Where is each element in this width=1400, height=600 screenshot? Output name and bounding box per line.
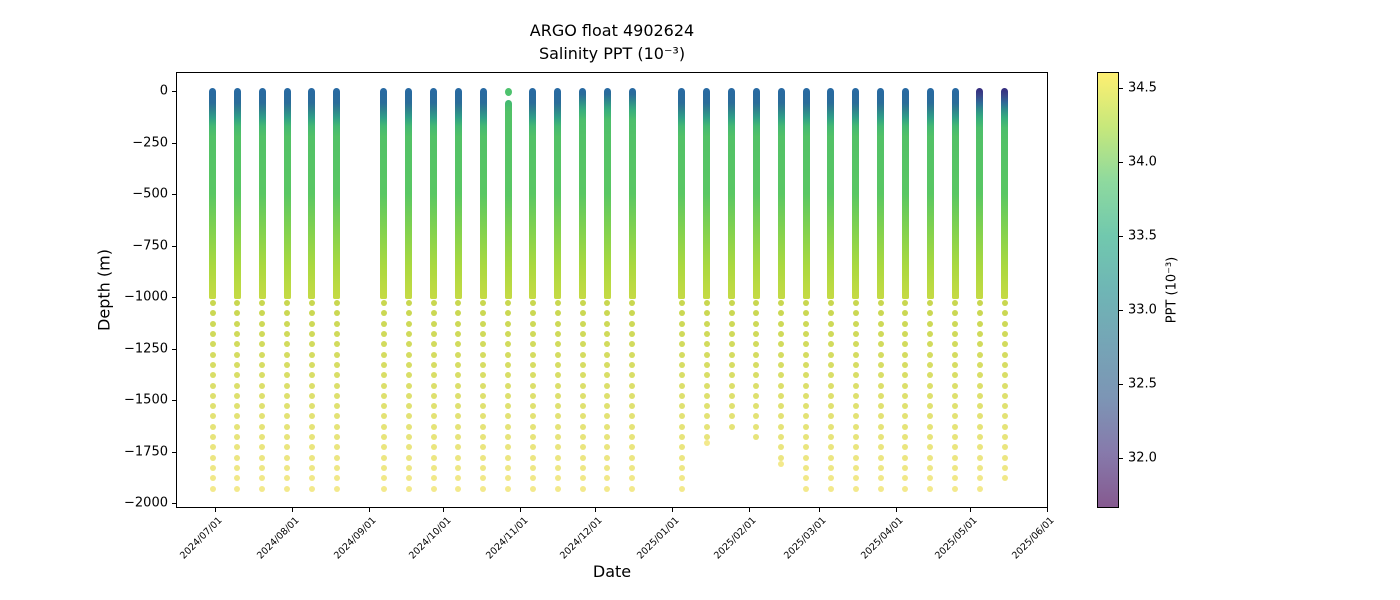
colorbar-tick-label: 34.0 [1128,154,1157,170]
x-tick-label: 2025/03/01 [781,515,829,562]
x-tick-label: 2024/12/01 [558,515,605,562]
x-tick-mark [970,508,971,512]
x-tick-label: 2024/10/01 [406,515,454,562]
y-tick-label: −500 [132,186,168,202]
x-tick-label: 2025/04/01 [858,515,906,562]
colorbar-tick-mark [1119,458,1123,460]
colorbar-tick-mark [1119,88,1123,89]
x-tick-label: 2024/07/01 [178,515,225,562]
colorbar-tick-label: 32.0 [1128,450,1157,466]
x-tick-mark [671,508,673,512]
colorbar-tick-mark [1119,310,1123,312]
colorbar-tick-mark [1119,384,1123,386]
y-tick-label: 0 [159,83,168,99]
y-tick-label: −250 [132,135,168,150]
y-tick-label: −1750 [124,444,168,459]
y-tick-label: −2000 [124,495,168,511]
colorbar-label: PPT (10⁻³) [1164,256,1180,324]
x-tick-label: 2024/08/01 [255,515,302,562]
y-axis-label: Depth (m) [94,249,114,331]
figure-subtitle: Salinity PPT (10⁻³) [538,44,686,63]
x-tick-mark [748,508,750,512]
colorbar-tick-label: 33.0 [1128,302,1157,318]
x-tick-label: 2025/05/01 [933,515,980,562]
x-tick-mark [520,508,522,512]
y-tick-label: −1000 [124,289,168,305]
plot-area [176,72,1048,508]
x-tick-label: 2025/01/01 [635,515,682,562]
y-tick-label: −1250 [124,341,168,356]
x-tick-label: 2025/02/01 [712,515,759,562]
y-tick-label: −750 [132,238,168,253]
colorbar-tick-label: 33.5 [1128,228,1157,244]
x-tick-mark [1047,508,1048,512]
x-tick-label: 2025/06/01 [1010,515,1057,562]
figure-title: ARGO float 4902624 [529,21,695,40]
x-tick-mark [443,508,445,512]
x-axis-label: Date [592,562,632,581]
colorbar-gradient [1098,73,1118,507]
x-tick-mark [215,508,216,512]
colorbar-tick-mark [1119,236,1123,238]
colorbar [1097,72,1119,508]
x-tick-label: 2024/09/01 [332,515,379,562]
colorbar-tick-mark [1119,162,1123,164]
x-tick-label: 2024/11/01 [483,515,531,562]
x-tick-mark [368,508,370,512]
y-tick-label: −1500 [124,392,168,408]
x-tick-mark [895,508,897,512]
x-tick-mark [818,508,820,512]
colorbar-tick-label: 32.5 [1128,376,1157,392]
colorbar-tick-label: 34.5 [1128,80,1157,96]
x-tick-mark [594,508,596,512]
x-tick-mark [291,508,293,512]
